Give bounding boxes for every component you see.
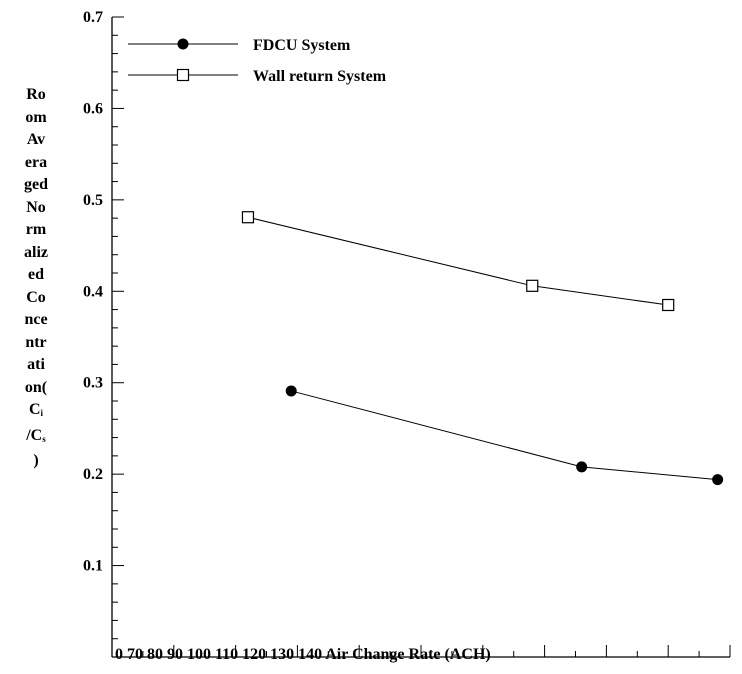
- y-tick-label: 0.7: [83, 9, 103, 26]
- y-tick-label: 0.1: [83, 558, 103, 575]
- y-axis-label-line: rm: [25, 221, 47, 238]
- x-tick-label: 110: [215, 646, 243, 663]
- data-point-wall-return: [241, 211, 255, 224]
- y-tick-label: 0.5: [83, 192, 103, 209]
- y-axis-label-line: on(: [24, 378, 48, 396]
- y-axis-label-line: ed: [28, 266, 44, 283]
- legend-label: Wall return System: [253, 68, 387, 85]
- data-point-fdcu: [712, 474, 724, 486]
- y-axis-label-line: /Cs: [26, 426, 46, 444]
- series-line: [291, 390, 718, 481]
- y-axis-label-line: nce: [24, 311, 48, 328]
- y-tick-label: 0.2: [83, 466, 103, 483]
- axes: [111, 17, 730, 658]
- y-axis-label-line: ged: [24, 176, 48, 193]
- y-axis-label-line: Co: [26, 288, 46, 306]
- y-tick-label: 0.6: [83, 100, 103, 117]
- y-axis-label-line: Av: [26, 131, 46, 148]
- legend-marker-wall-return: [176, 68, 190, 82]
- y-tick-label: 0.4: [83, 283, 103, 300]
- y-tick-labels: 0.1 0.2 0.3 0.4 0.5 0.6 0.7: [83, 9, 103, 575]
- series-layer: [241, 211, 724, 486]
- x-tick-label: 80: [147, 646, 167, 663]
- y-axis-label-line: era: [24, 153, 48, 171]
- x-axis-label-row: 0 70 80 90 100 110 120 130 140 Air Chang…: [115, 646, 491, 664]
- y-axis-label-line: Ci: [28, 401, 44, 418]
- y-axis-label-subscript: i: [40, 408, 44, 418]
- x-tick-label: 70: [127, 646, 147, 663]
- y-axis-label-line: ntr: [25, 333, 47, 351]
- y-axis-label-line: om: [25, 108, 47, 126]
- y-axis-label-line: No: [26, 198, 46, 216]
- x-tick-label: 0: [115, 646, 127, 663]
- series-line: [247, 216, 669, 306]
- x-axis-label: Air Change Rate (ACH): [325, 646, 491, 663]
- data-point-wall-return: [526, 279, 539, 292]
- y-axis-label-line: Ro: [26, 86, 46, 103]
- x-tick-label: 120: [242, 646, 271, 663]
- y-tick-label: 0.3: [83, 375, 103, 392]
- x-tick-labels: 0 70 80 90 100 110 120 130 140: [115, 646, 325, 663]
- data-point-fdcu: [576, 461, 588, 473]
- x-tick-label: 90: [167, 646, 187, 663]
- y-axis-label-line: ): [33, 452, 39, 469]
- ticks: [111, 16, 731, 658]
- x-tick-label: 140: [298, 646, 326, 663]
- data-point-wall-return: [662, 298, 675, 312]
- legend-marker-fdcu: [177, 38, 189, 50]
- y-axis-label-line: aliz: [24, 243, 48, 261]
- legend-label: FDCU System: [253, 37, 351, 54]
- y-axis-label-line: ati: [27, 356, 45, 373]
- legend: FDCU System Wall return System: [128, 37, 387, 85]
- y-axis-label-subscript: s: [42, 433, 46, 444]
- data-point-fdcu: [285, 385, 297, 397]
- x-tick-label: 100: [187, 646, 215, 663]
- y-axis-label: Ro om Av era ged No rm aliz ed Co nce ntr ati on( Ci/C…: [8, 84, 64, 473]
- x-tick-label: 130: [270, 646, 299, 663]
